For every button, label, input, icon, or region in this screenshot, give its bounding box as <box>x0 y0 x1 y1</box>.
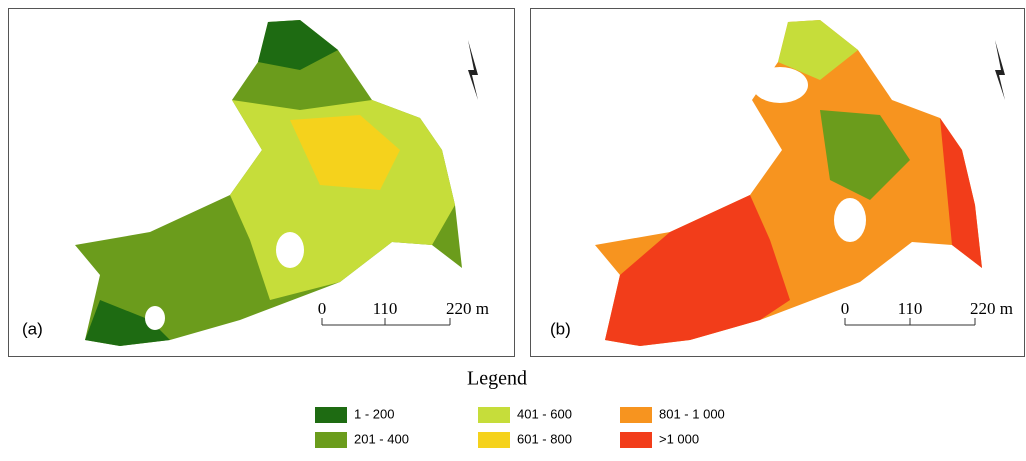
map-gap <box>752 67 808 103</box>
map-gap <box>145 306 165 330</box>
scale-label: 0 <box>318 299 327 318</box>
legend-label: >1 000 <box>659 431 699 446</box>
scale-label: 220 m <box>446 299 489 318</box>
scale-label: 0 <box>841 299 850 318</box>
legend-label: 801 - 1 000 <box>659 406 725 421</box>
map-gap <box>834 198 866 242</box>
legend-swatch <box>478 407 510 423</box>
scale-label: 110 <box>373 299 398 318</box>
legend-label: 401 - 600 <box>517 406 572 421</box>
legend-label: 201 - 400 <box>354 431 409 446</box>
page: {"panels": [ {"label": "(a)", "scale": [… <box>0 0 1026 461</box>
legend-label: 601 - 800 <box>517 431 572 446</box>
map-gap <box>276 232 304 268</box>
panel-label: (a) <box>22 319 43 338</box>
legend-swatch <box>315 407 347 423</box>
panel-a: 0 110 220 m (a) <box>9 9 515 357</box>
legend-swatch <box>620 432 652 448</box>
panel-b: 0 110 220 m (b) <box>531 9 1025 357</box>
legend-swatch <box>478 432 510 448</box>
scale-label: 110 <box>898 299 923 318</box>
legend-swatch <box>315 432 347 448</box>
legend: Legend 1 - 200 201 - 400 401 - 600 601 -… <box>315 368 725 448</box>
panel-label: (b) <box>550 319 571 338</box>
scale-label: 220 m <box>970 299 1013 318</box>
legend-title: Legend <box>467 368 527 390</box>
legend-swatch <box>620 407 652 423</box>
legend-label: 1 - 200 <box>354 406 394 421</box>
figure: 0 110 220 m (a) 0 110 220 m (b) <box>0 0 1026 461</box>
